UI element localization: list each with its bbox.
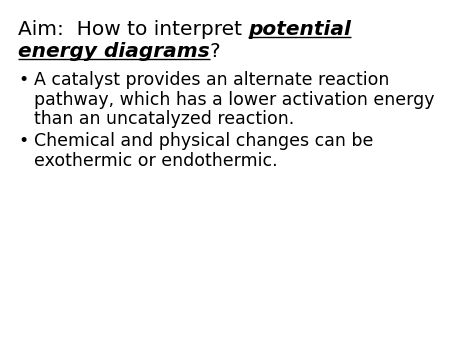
Text: pathway, which has a lower activation energy: pathway, which has a lower activation en… xyxy=(34,91,435,109)
Text: Aim:  How to interpret: Aim: How to interpret xyxy=(18,20,248,39)
Text: exothermic or endothermic.: exothermic or endothermic. xyxy=(34,152,278,170)
Text: potential: potential xyxy=(248,20,351,39)
Text: A catalyst provides an alternate reaction: A catalyst provides an alternate reactio… xyxy=(34,71,389,89)
Text: than an uncatalyzed reaction.: than an uncatalyzed reaction. xyxy=(34,110,294,128)
Text: •: • xyxy=(18,71,28,89)
Text: ?: ? xyxy=(210,42,220,61)
Text: Chemical and physical changes can be: Chemical and physical changes can be xyxy=(34,132,374,150)
Text: •: • xyxy=(18,132,28,150)
Text: energy diagrams: energy diagrams xyxy=(18,42,210,61)
